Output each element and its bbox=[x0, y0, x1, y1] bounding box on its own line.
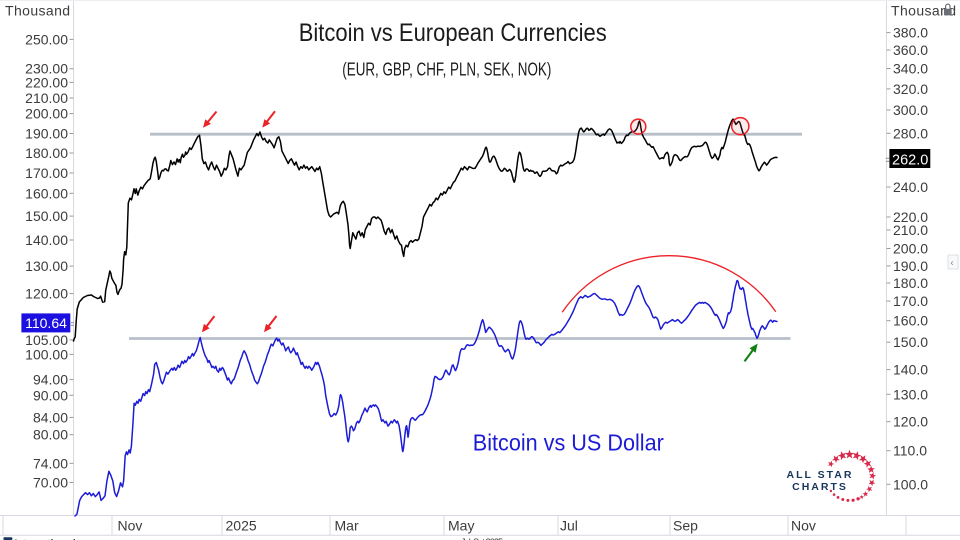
svg-text:100.00: 100.00 bbox=[25, 346, 68, 362]
svg-text:80.00: 80.00 bbox=[33, 427, 68, 443]
svg-text:Thousand: Thousand bbox=[891, 3, 956, 19]
svg-text:70.00: 70.00 bbox=[33, 475, 68, 491]
svg-text:360.0: 360.0 bbox=[893, 42, 928, 58]
svg-text:380.0: 380.0 bbox=[893, 25, 928, 41]
svg-text:Nov: Nov bbox=[791, 518, 816, 534]
svg-text:Thousand: Thousand bbox=[5, 3, 70, 19]
svg-text:94.00: 94.00 bbox=[33, 372, 68, 388]
svg-text:200.0: 200.0 bbox=[893, 241, 928, 257]
svg-text:150.00: 150.00 bbox=[25, 208, 68, 224]
svg-text:220.00: 220.00 bbox=[25, 74, 68, 90]
svg-text:Sep: Sep bbox=[673, 518, 698, 534]
svg-text:190.0: 190.0 bbox=[893, 258, 928, 274]
svg-text:Mar: Mar bbox=[335, 518, 359, 534]
svg-text:Jul, Sat 2025: Jul, Sat 2025 bbox=[461, 537, 503, 540]
svg-text:120.00: 120.00 bbox=[25, 286, 68, 302]
svg-text:74.00: 74.00 bbox=[33, 455, 68, 471]
svg-text:240.0: 240.0 bbox=[893, 179, 928, 195]
svg-text:‹: ‹ bbox=[951, 258, 954, 268]
svg-text:Bitcoin vs US Dollar: Bitcoin vs US Dollar bbox=[473, 430, 664, 456]
svg-text:May: May bbox=[448, 518, 474, 534]
svg-text:100.0: 100.0 bbox=[893, 476, 928, 492]
svg-text:140.00: 140.00 bbox=[25, 232, 68, 248]
svg-text:180.00: 180.00 bbox=[25, 145, 68, 161]
svg-text:340.0: 340.0 bbox=[893, 61, 928, 77]
svg-text:300.0: 300.0 bbox=[893, 102, 928, 118]
svg-text:210.00: 210.00 bbox=[25, 90, 68, 106]
svg-text:CHARTS: CHARTS bbox=[792, 481, 848, 493]
svg-text:140.0: 140.0 bbox=[893, 362, 928, 378]
svg-text:210.0: 210.0 bbox=[893, 222, 928, 238]
svg-text:230.00: 230.00 bbox=[25, 61, 68, 77]
svg-text:105.00: 105.00 bbox=[25, 332, 68, 348]
svg-text:220.0: 220.0 bbox=[893, 209, 928, 225]
svg-text:180.0: 180.0 bbox=[893, 275, 928, 291]
svg-text:200.00: 200.00 bbox=[25, 106, 68, 122]
svg-text:262.0: 262.0 bbox=[892, 152, 928, 168]
svg-text:170.0: 170.0 bbox=[893, 293, 928, 309]
svg-text:250.00: 250.00 bbox=[25, 31, 68, 47]
svg-text:130.0: 130.0 bbox=[893, 386, 928, 402]
svg-text:160.0: 160.0 bbox=[893, 313, 928, 329]
svg-text:150.0: 150.0 bbox=[893, 334, 928, 350]
svg-text:Interactive ch: Interactive ch bbox=[15, 539, 79, 540]
svg-text:Bitcoin vs European Currencies: Bitcoin vs European Currencies bbox=[299, 19, 607, 47]
svg-text:320.0: 320.0 bbox=[893, 81, 928, 97]
svg-text:(EUR, GBP, CHF, PLN, SEK, NOK): (EUR, GBP, CHF, PLN, SEK, NOK) bbox=[342, 60, 551, 80]
svg-text:120.0: 120.0 bbox=[893, 414, 928, 430]
svg-text:190.00: 190.00 bbox=[25, 126, 68, 142]
svg-text:90.00: 90.00 bbox=[33, 387, 68, 403]
svg-text:Jul: Jul bbox=[560, 518, 578, 534]
svg-text:2025: 2025 bbox=[226, 518, 257, 534]
svg-text:130.00: 130.00 bbox=[25, 258, 68, 274]
svg-text:160.00: 160.00 bbox=[25, 185, 68, 201]
svg-text:170.00: 170.00 bbox=[25, 165, 68, 181]
svg-text:84.00: 84.00 bbox=[33, 409, 68, 425]
svg-text:110.64: 110.64 bbox=[25, 315, 67, 331]
svg-text:Nov: Nov bbox=[118, 518, 143, 534]
svg-text:110.0: 110.0 bbox=[893, 443, 927, 459]
svg-text:ALL STAR: ALL STAR bbox=[787, 469, 854, 481]
svg-text:280.0: 280.0 bbox=[893, 125, 928, 141]
